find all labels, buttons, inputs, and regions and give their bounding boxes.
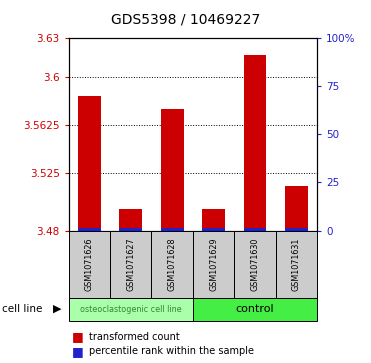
Bar — [161, 228, 184, 231]
Bar — [78, 96, 101, 231]
Text: GSM1071630: GSM1071630 — [250, 237, 260, 291]
Bar — [202, 209, 225, 231]
Bar — [244, 228, 266, 231]
Text: cell line: cell line — [2, 304, 42, 314]
Text: GSM1071629: GSM1071629 — [209, 237, 218, 291]
Bar — [78, 228, 101, 231]
Bar — [244, 55, 266, 231]
Bar — [285, 185, 308, 231]
Text: GSM1071627: GSM1071627 — [126, 237, 135, 291]
Text: GSM1071631: GSM1071631 — [292, 237, 301, 291]
Text: percentile rank within the sample: percentile rank within the sample — [89, 346, 254, 356]
Text: ■: ■ — [72, 330, 84, 343]
Text: GSM1071626: GSM1071626 — [85, 237, 94, 291]
Text: ▶: ▶ — [53, 304, 62, 314]
Bar — [119, 209, 142, 231]
Text: GDS5398 / 10469227: GDS5398 / 10469227 — [111, 13, 260, 27]
Text: transformed count: transformed count — [89, 332, 180, 342]
Text: control: control — [236, 304, 275, 314]
Bar — [161, 109, 184, 231]
Bar — [285, 228, 308, 231]
Text: osteoclastogenic cell line: osteoclastogenic cell line — [80, 305, 181, 314]
Text: GSM1071628: GSM1071628 — [168, 237, 177, 291]
Text: ■: ■ — [72, 345, 84, 358]
Bar — [119, 228, 142, 231]
Bar — [202, 228, 225, 231]
